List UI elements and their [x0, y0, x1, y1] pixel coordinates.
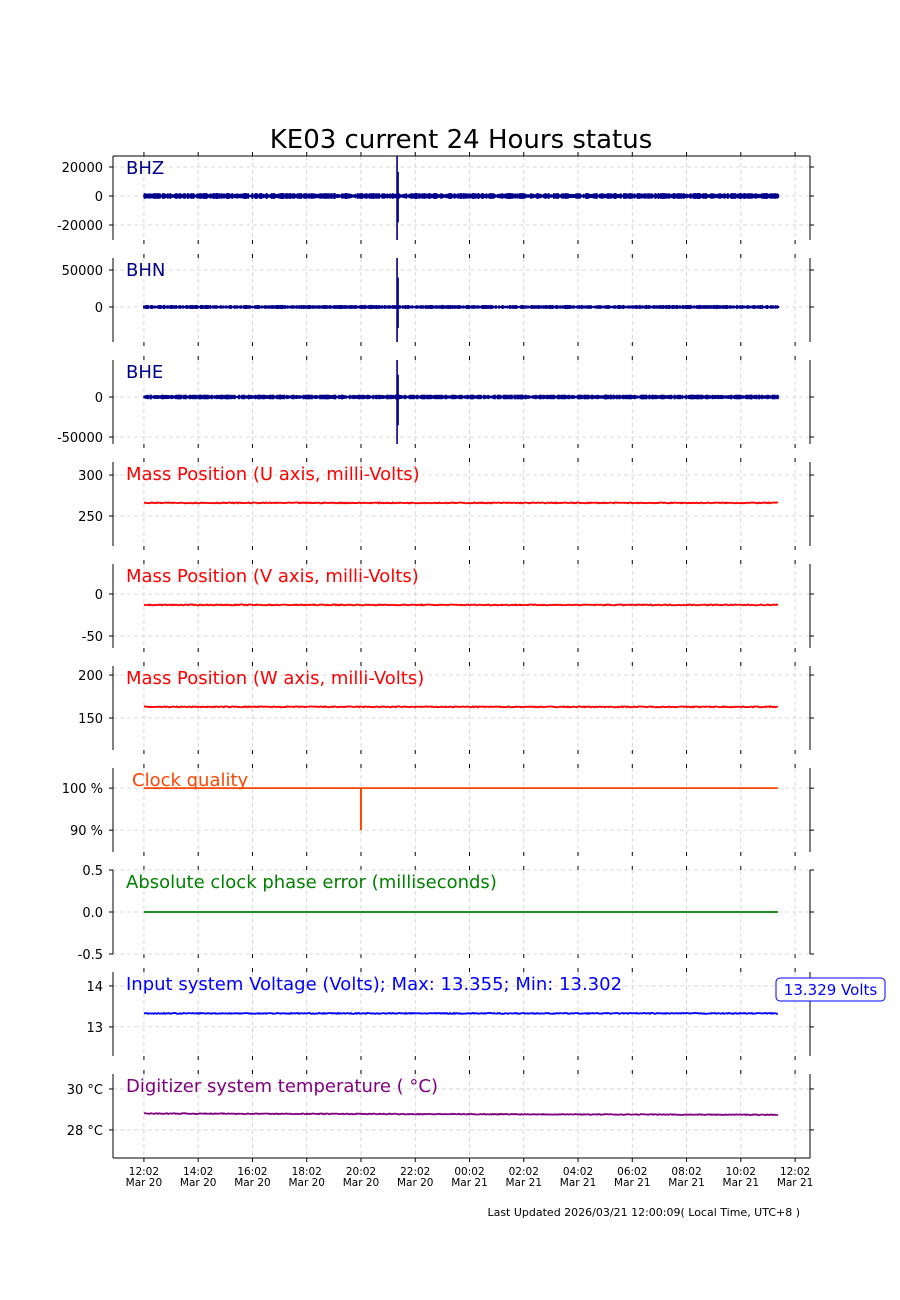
x-tick-date: Mar 20 [180, 1177, 217, 1189]
y-tick-label: 13 [86, 1021, 103, 1036]
x-tick-date: Mar 21 [614, 1177, 651, 1189]
current-voltage-box [775, 977, 886, 1002]
x-tick-time: 04:02 [563, 1166, 593, 1178]
y-tick-label: -20000 [57, 219, 103, 234]
seismic-trace [143, 156, 780, 240]
x-tick-date: Mar 21 [560, 1177, 597, 1189]
panel-label: Mass Position (U axis, milli-Volts) [126, 464, 420, 485]
x-tick-time: 12:02 [129, 1166, 159, 1178]
panel-1: 50000 0 BHN [62, 254, 814, 346]
y-tick-label: 200 [78, 669, 103, 684]
panel-5: 200 150 Mass Position (W axis, milli-Volts… [78, 662, 814, 754]
y-tick-label: 0 [95, 301, 103, 316]
y-tick-label: 0.5 [82, 864, 103, 879]
panel-label: Clock quality [132, 770, 249, 791]
data-trace [143, 1112, 779, 1117]
panel-0: 20000 0 -20000 BHZ [57, 152, 814, 244]
y-tick-label: -50 [82, 630, 103, 645]
y-tick-label: 28 °C [67, 1124, 103, 1139]
y-tick-label: 300 [78, 469, 103, 484]
panel-label: BHE [126, 362, 163, 383]
panel-2: 0 -50000 BHE [57, 356, 814, 448]
x-tick-time: 10:02 [726, 1166, 756, 1178]
x-tick-date: Mar 20 [234, 1177, 271, 1189]
x-tick-date: Mar 21 [506, 1177, 543, 1189]
panel-label: Absolute clock phase error (milliseconds… [126, 872, 497, 893]
footer-last-updated: Last Updated 2026/03/21 12:00:09( Local … [487, 1206, 800, 1219]
x-tick-time: 02:02 [509, 1166, 539, 1178]
panel-label: BHZ [126, 158, 164, 179]
data-trace [143, 603, 779, 607]
x-tick-time: 20:02 [346, 1166, 376, 1178]
x-tick-date: Mar 20 [126, 1177, 163, 1189]
panel-9: 30 °C 28 °C Digitizer system temperature (… [67, 1070, 814, 1162]
y-tick-label: 0 [95, 588, 103, 603]
y-tick-label: 250 [78, 510, 103, 525]
y-tick-label: 0.0 [82, 906, 103, 921]
seismic-trace [143, 360, 780, 444]
x-tick-date: Mar 20 [397, 1177, 434, 1189]
y-tick-label: 30 °C [67, 1083, 103, 1098]
x-tick-date: Mar 21 [668, 1177, 705, 1189]
x-tick-time: 00:02 [454, 1166, 484, 1178]
chart-title: KE03 current 24 Hours status [270, 125, 653, 155]
current-voltage-label: 13.329 Volts [784, 981, 878, 999]
y-tick-label: 0 [95, 391, 103, 406]
panel-label: Input system Voltage (Volts); Max: 13.35… [126, 974, 622, 995]
y-tick-label: 0 [95, 190, 103, 205]
y-tick-label: -50000 [57, 431, 103, 446]
data-trace [143, 501, 778, 505]
x-tick-date: Mar 21 [777, 1177, 814, 1189]
x-tick-time: 14:02 [183, 1166, 213, 1178]
data-trace [143, 1011, 779, 1016]
y-tick-label: 100 % [62, 782, 103, 797]
panel-6: 100 % 90 % Clock quality [62, 764, 814, 856]
panel-8: 14 13 Input system Voltage (Volts); Max: 1… [86, 968, 886, 1060]
x-tick-date: Mar 20 [343, 1177, 380, 1189]
x-tick-time: 22:02 [400, 1166, 430, 1178]
panel-label: BHN [126, 260, 165, 281]
x-tick-time: 08:02 [671, 1166, 701, 1178]
panel-4: 0 -50 Mass Position (V axis, milli-Volts) [82, 560, 814, 652]
x-tick-date: Mar 21 [723, 1177, 760, 1189]
y-tick-label: 90 % [70, 824, 103, 839]
panel-label: Digitizer system temperature ( °C) [126, 1076, 438, 1097]
y-tick-label: 20000 [62, 161, 103, 176]
x-tick-time: 06:02 [617, 1166, 647, 1178]
y-tick-label: 150 [78, 712, 103, 727]
panel-label: Mass Position (V axis, milli-Volts) [126, 566, 419, 587]
x-tick-date: Mar 21 [451, 1177, 488, 1189]
panel-3: 300 250 Mass Position (U axis, milli-Volts… [78, 458, 814, 550]
y-tick-label: 14 [86, 980, 103, 995]
x-tick-date: Mar 20 [288, 1177, 325, 1189]
x-tick-time: 18:02 [292, 1166, 322, 1178]
y-tick-label: 50000 [62, 264, 103, 279]
y-tick-label: -0.5 [78, 948, 103, 963]
panel-7: 0.5 0.0 -0.5 Absolute clock phase error (mi… [78, 864, 814, 963]
data-trace [143, 705, 779, 709]
panel-label: Mass Position (W axis, milli-Volts) [126, 668, 424, 689]
x-tick-time: 12:02 [780, 1166, 810, 1178]
seismic-trace [143, 258, 780, 342]
x-tick-time: 16:02 [237, 1166, 267, 1178]
